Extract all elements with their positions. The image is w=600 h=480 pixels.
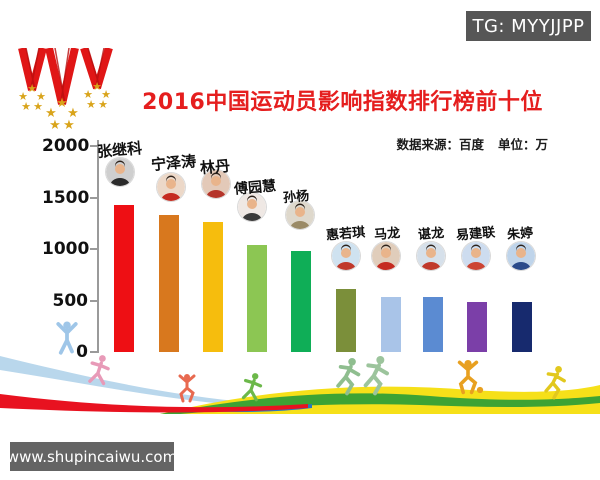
bar-rank-10 (512, 302, 532, 352)
svg-text:★: ★ (92, 80, 102, 93)
athlete-name-label: 孙杨 (282, 188, 310, 207)
bar-rank-3 (203, 222, 223, 352)
y-tick-mark (90, 248, 98, 250)
runner-silhouette-icon (538, 366, 570, 404)
athlete-name-label: 易建联 (455, 225, 496, 244)
svg-text:★: ★ (49, 118, 61, 133)
y-tick-mark (90, 351, 98, 353)
jumper-silhouette-icon (174, 374, 200, 408)
tg-watermark-badge: TG: MYYJJPP (466, 11, 591, 41)
y-tick-label: 1000 (42, 239, 90, 259)
svg-text:★: ★ (36, 90, 46, 103)
page-title: 2016中国运动员影响指数排行榜前十位 (142, 90, 543, 115)
athlete-name-label: 宁泽涛 (150, 152, 197, 174)
athlete-photo (462, 242, 490, 270)
athlete-name-label: 林丹 (199, 156, 231, 178)
bar-rank-8 (423, 297, 443, 352)
chart-source-line: 数据来源：百度 单位：万 (300, 134, 548, 153)
data-source-label: 数据来源：百度 (396, 137, 484, 152)
athlete-name-label: 谌龙 (417, 225, 445, 244)
athlete-photo (286, 201, 314, 229)
bar-rank-9 (467, 302, 487, 352)
athlete-photo (332, 242, 360, 270)
y-tick-label: 1500 (42, 187, 90, 208)
ribbon-waves-decoration (0, 356, 600, 414)
gymnast-silhouette-icon (52, 320, 82, 362)
svg-text:★: ★ (98, 98, 108, 111)
athlete-name-label: 惠若琪 (325, 225, 366, 244)
dancer-silhouette-icon (84, 354, 114, 392)
bar-rank-1 (114, 205, 134, 352)
athlete-name-label: 朱婷 (506, 225, 534, 244)
red-wave (0, 394, 308, 413)
athlete-photo (417, 242, 445, 270)
athlete-photo (106, 158, 134, 186)
athlete-photo (507, 242, 535, 270)
bar-rank-7 (381, 297, 401, 352)
y-tick-label: 2000 (42, 136, 90, 156)
svg-text:★: ★ (27, 82, 37, 95)
svg-text:★: ★ (21, 100, 31, 113)
svg-text:★: ★ (18, 90, 28, 103)
olympic-medals-icon: ★★ ★ ★ ★ ★★ ★ ★ ★ ★★ ★ ★ ★ (18, 48, 113, 133)
svg-text:★: ★ (67, 106, 79, 121)
athlete-name-label: 张继科 (96, 139, 143, 161)
athlete-photo (157, 173, 185, 201)
green-hill (160, 393, 600, 414)
y-tick-mark (90, 196, 98, 199)
y-axis-line (97, 140, 99, 353)
svg-text:★: ★ (63, 118, 75, 133)
y-tick-label: 0 (76, 342, 88, 362)
athlete-name-label: 马龙 (373, 225, 401, 244)
runner-silhouette-icon (358, 356, 392, 400)
y-tick-mark (90, 145, 98, 147)
svg-text:★: ★ (101, 88, 111, 101)
athlete-photo (238, 193, 266, 221)
bar-rank-2 (159, 215, 179, 352)
unit-label: 单位：万 (497, 137, 548, 152)
athlete-photo (202, 170, 230, 198)
svg-text:★: ★ (45, 106, 57, 121)
athlete-photo (372, 242, 400, 270)
site-watermark-badge: www.shupincaiwu.com (7, 442, 177, 471)
runner-silhouette-icon (330, 358, 364, 400)
football-kicker-silhouette-icon (448, 360, 488, 400)
gymnast-silhouette-icon (237, 372, 267, 408)
svg-text:★: ★ (56, 96, 68, 111)
bar-rank-5 (291, 251, 311, 352)
svg-text:★: ★ (33, 100, 43, 113)
bar-rank-4 (247, 245, 267, 352)
y-tick-mark (90, 299, 98, 302)
bar-rank-6 (336, 289, 356, 352)
svg-text:★: ★ (83, 88, 93, 101)
athlete-name-label: 傅园慧 (233, 178, 277, 198)
y-tick-label: 500 (52, 290, 89, 311)
svg-text:★: ★ (86, 98, 96, 111)
